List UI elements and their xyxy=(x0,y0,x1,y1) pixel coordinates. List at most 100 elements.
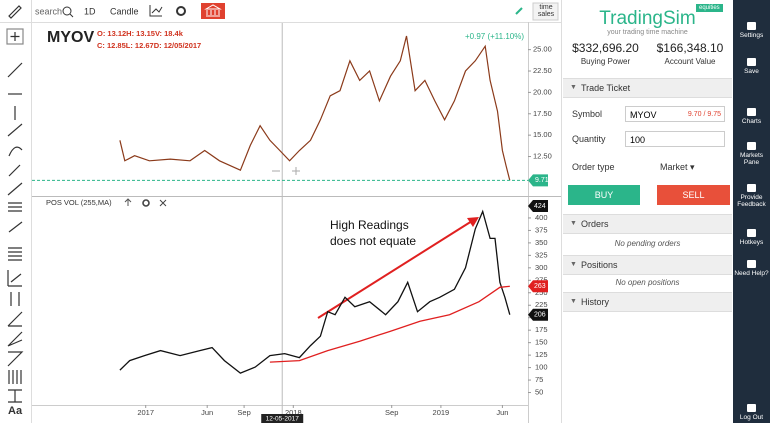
trade-ticket-header[interactable]: ▼ Trade Ticket xyxy=(563,78,732,98)
x-tick-label: 2017 xyxy=(137,408,154,417)
time-sales-button[interactable] xyxy=(532,2,559,21)
y-tick-label: 15.00 xyxy=(533,130,552,139)
symbol-label: Symbol xyxy=(572,109,603,119)
indicator-name: POS VOL (255,MA) xyxy=(46,198,112,207)
indicator-line xyxy=(269,285,510,363)
sidebar-label: Settings xyxy=(739,32,764,39)
sidebar-label: Charts xyxy=(741,118,762,125)
sidebar-label: Need Help? xyxy=(734,270,769,277)
positions-header[interactable]: ▼ Positions xyxy=(563,255,732,275)
link-icon[interactable] xyxy=(515,7,523,15)
history-header[interactable]: ▼ History xyxy=(563,292,732,312)
y-tick-label: 17.50 xyxy=(533,109,552,118)
zoom-controls[interactable] xyxy=(272,167,300,175)
chart-area: Aa search 1D Candle MYOV O: 13.12H: 13.1… xyxy=(0,0,562,423)
positions-title: Positions xyxy=(581,260,618,270)
x-tick-label: 2018 xyxy=(285,408,302,417)
y-tick-label: 22.50 xyxy=(533,66,552,75)
symbol-value: MYOV xyxy=(630,110,657,120)
indicator-move-up[interactable] xyxy=(124,198,132,206)
ray-tool[interactable] xyxy=(7,123,23,137)
fan-tool[interactable] xyxy=(7,331,23,347)
search-icon-handle xyxy=(69,13,74,18)
sidebar-label: Provide Feedback xyxy=(737,194,766,208)
indicator-settings[interactable] xyxy=(142,199,150,207)
text-line-tool[interactable] xyxy=(8,389,22,403)
gann-tool[interactable] xyxy=(7,311,23,327)
sidebar-item[interactable]: Settings xyxy=(733,22,770,39)
trend-tool[interactable] xyxy=(7,62,23,78)
search-icon[interactable] xyxy=(62,6,72,16)
triangle-tool[interactable] xyxy=(7,351,24,367)
y-tick-label: 300 xyxy=(535,263,548,272)
chart-bg xyxy=(0,0,562,423)
chart-style-select[interactable]: Candle xyxy=(110,6,139,16)
crosshair-glyph xyxy=(10,32,20,41)
sidebar-item[interactable]: Provide Feedback xyxy=(733,184,770,208)
sidebar-item[interactable]: Hotkeys xyxy=(733,229,770,246)
sidebar-item[interactable]: Markets Pane xyxy=(733,142,770,166)
trade-ticket-title: Trade Ticket xyxy=(581,83,631,93)
buying-power-label: Buying Power xyxy=(580,57,631,66)
sidebar-icon xyxy=(747,22,756,30)
brush-tool[interactable] xyxy=(8,164,21,177)
y-tick-label: 225 xyxy=(535,300,548,309)
x-tick-label: 2019 xyxy=(433,408,450,417)
caret: ▼ xyxy=(570,298,577,305)
cycle-tool[interactable] xyxy=(8,370,22,384)
annotation-arrowhead xyxy=(467,217,479,227)
fib-tool[interactable] xyxy=(8,202,22,212)
line-tool[interactable] xyxy=(7,182,23,196)
account-value: $166,348.10 xyxy=(656,41,724,55)
order-type-label: Order type xyxy=(572,162,615,172)
curve-tool[interactable] xyxy=(8,146,23,157)
badge: equities xyxy=(696,4,723,12)
sidebar-item[interactable]: Need Help? xyxy=(733,260,770,277)
sidebar-label: Save xyxy=(744,68,759,75)
y-tick-label: 400 xyxy=(535,213,548,222)
y-tick-label: 150 xyxy=(535,338,548,347)
y-tick-label: 375 xyxy=(535,225,548,234)
x-tick-label: Jun xyxy=(201,408,213,417)
y-tick-label: 100 xyxy=(535,363,548,372)
symbol-input[interactable]: MYOV 9.70 / 9.75 xyxy=(625,106,725,122)
plot: 12.50 15.00 17.50 20.00 22.50 25.00 50 75 100 125… xyxy=(32,23,552,423)
search-input[interactable]: search xyxy=(35,6,62,16)
sidebar-item[interactable]: Log Out xyxy=(733,404,770,421)
order-type-select[interactable]: Market ▾ xyxy=(660,162,695,172)
quantity-input[interactable]: 100 xyxy=(625,131,725,147)
ruler-tool[interactable] xyxy=(8,221,23,233)
value-tag-label: 263 xyxy=(534,283,546,290)
y-tick-label: 125 xyxy=(535,350,548,359)
sidebar-item[interactable]: Charts xyxy=(733,108,770,125)
y-tick-label: 20.00 xyxy=(533,87,552,96)
sidebar-item[interactable]: Save xyxy=(733,58,770,75)
indicator-button[interactable] xyxy=(149,5,163,17)
sell-button[interactable]: SELL xyxy=(657,185,730,205)
quantity-label: Quantity xyxy=(572,134,606,144)
buy-button[interactable]: BUY xyxy=(568,185,640,205)
history-title: History xyxy=(581,297,610,307)
sidebar-label: Hotkeys xyxy=(739,239,764,246)
y-tick-label: 275 xyxy=(535,275,548,284)
time-sales-label[interactable]: time sales xyxy=(537,4,555,18)
indicator-close[interactable] xyxy=(159,199,167,207)
pattern-tool[interactable] xyxy=(7,270,22,287)
channel-tool[interactable] xyxy=(8,247,22,261)
value-tag xyxy=(528,308,548,321)
quote: 9.70 / 9.75 xyxy=(687,111,721,118)
orders-empty: No pending orders xyxy=(614,239,681,248)
settings-button[interactable] xyxy=(176,6,186,16)
y-tick-label: 50 xyxy=(535,388,543,397)
bank-icon xyxy=(204,4,222,17)
parallel-tool[interactable] xyxy=(10,292,20,306)
interval-select[interactable]: 1D xyxy=(84,6,96,16)
text-tool[interactable]: Aa xyxy=(8,405,23,417)
tagline: your trading time machine xyxy=(607,29,688,36)
orders-header[interactable]: ▼ Orders xyxy=(563,214,732,234)
pencil-icon[interactable] xyxy=(8,5,22,19)
x-tick-label: Sep xyxy=(237,408,250,417)
crosshair-tool[interactable] xyxy=(6,28,24,45)
value-tag xyxy=(528,280,548,293)
ohlc-line-1: O: 13.12H: 13.15V: 18.4k xyxy=(97,29,184,38)
